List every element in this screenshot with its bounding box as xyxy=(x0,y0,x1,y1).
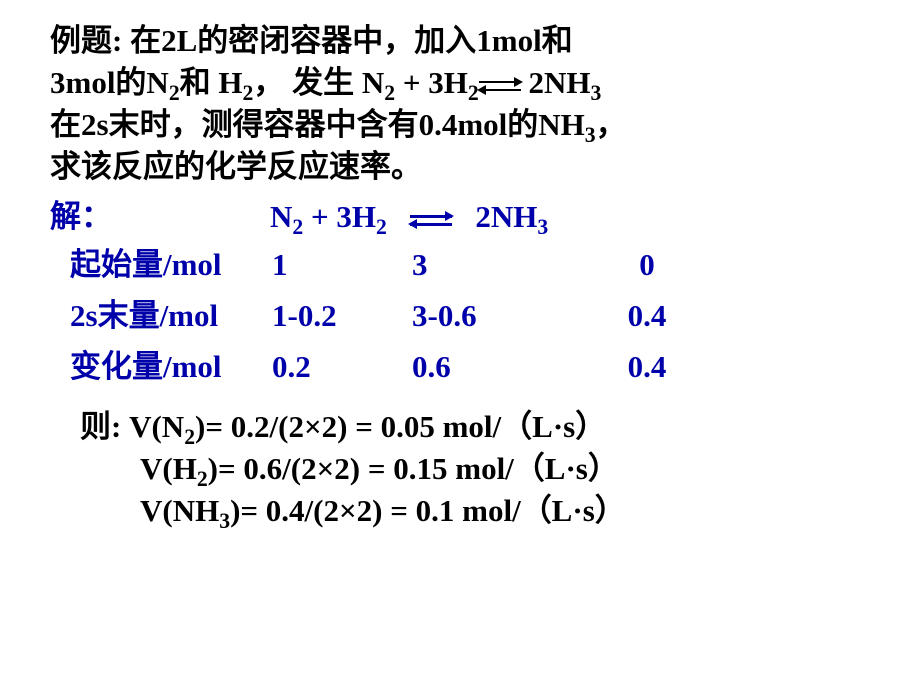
answers-block: 则: V(N2)= 0.2/(2×2) = 0.05 mol/（L·s） V(H… xyxy=(50,406,870,532)
equation: N2 + 3H2 2NH3 xyxy=(270,195,870,238)
problem-line-1: 例题: 在2L的密闭容器中，加入1mol和 xyxy=(50,23,573,58)
cell-h2: 3 xyxy=(412,239,582,290)
answer-prefix: 则: xyxy=(80,409,129,444)
sub-2: 2 xyxy=(184,425,195,449)
cell-nh3: 0 xyxy=(582,239,712,290)
table-row: 2s末量/mol 1-0.2 3-0.6 0.4 xyxy=(50,290,870,341)
t: V(N xyxy=(129,409,184,444)
t: N xyxy=(270,199,292,234)
sub-3: 3 xyxy=(591,81,602,105)
cell-h2: 3-0.6 xyxy=(412,290,582,341)
sub-2: 2 xyxy=(384,81,395,105)
problem-text: 例题: 在2L的密闭容器中，加入1mol和 3mol的N2和 H2， 发生 N2… xyxy=(50,20,870,187)
answer-row-3: V(NH3)= 0.4/(2×2) = 0.1 mol/（L·s） xyxy=(50,490,870,532)
cell-nh3: 0.4 xyxy=(582,290,712,341)
page-root: 例题: 在2L的密闭容器中，加入1mol和 3mol的N2和 H2， 发生 N2… xyxy=(0,0,920,532)
t: 2NH xyxy=(475,199,537,234)
t: ， xyxy=(596,107,627,142)
t: )= 0.6/(2×2) = 0.15 mol/（L·s） xyxy=(208,451,619,486)
t: 2NH xyxy=(521,65,591,100)
sub-2: 2 xyxy=(292,216,303,240)
cell-n2: 1-0.2 xyxy=(272,290,412,341)
row-label: 2s末量/mol xyxy=(50,290,272,341)
t: V(H xyxy=(140,451,197,486)
sub-2: 2 xyxy=(169,81,180,105)
t: ， 发生 N xyxy=(253,65,384,100)
cell-h2: 0.6 xyxy=(412,341,582,392)
solution-equation: 解： N2 + 3H2 2NH3 xyxy=(50,195,870,238)
sub-2: 2 xyxy=(243,81,254,105)
row-label: 变化量/mol xyxy=(50,341,272,392)
t: V(NH xyxy=(140,493,219,528)
t: + 3H xyxy=(303,199,376,234)
t: )= 0.2/(2×2) = 0.05 mol/（L·s） xyxy=(195,409,606,444)
problem-line-2: 3mol的N2和 H2， 发生 N2 + 3H2 2NH3 xyxy=(50,65,601,100)
problem-line-4: 求该反应的化学反应速率。 xyxy=(50,149,422,184)
answer-row-1: 则: V(N2)= 0.2/(2×2) = 0.05 mol/（L·s） xyxy=(50,406,870,448)
cell-n2: 1 xyxy=(272,239,412,290)
sub-2: 2 xyxy=(197,467,208,491)
cell-n2: 0.2 xyxy=(272,341,412,392)
t: 3mol的N xyxy=(50,65,169,100)
answer-row-2: V(H2)= 0.6/(2×2) = 0.15 mol/（L·s） xyxy=(50,448,870,490)
sub-3: 3 xyxy=(537,216,548,240)
t: )= 0.4/(2×2) = 0.1 mol/（L·s） xyxy=(230,493,626,528)
sub-2: 2 xyxy=(376,216,387,240)
ice-table: 起始量/mol 1 3 0 2s末量/mol 1-0.2 3-0.6 0.4 变… xyxy=(50,239,870,392)
sub-3: 3 xyxy=(219,509,230,533)
solution-label: 解： xyxy=(50,195,270,238)
t: 在2s末时，测得容器中含有0.4mol的NH xyxy=(50,107,585,142)
sub-3: 3 xyxy=(585,123,596,147)
table-row: 起始量/mol 1 3 0 xyxy=(50,239,870,290)
row-label: 起始量/mol xyxy=(50,239,272,290)
table-row: 变化量/mol 0.2 0.6 0.4 xyxy=(50,341,870,392)
problem-line-3: 在2s末时，测得容器中含有0.4mol的NH3， xyxy=(50,107,627,142)
cell-nh3: 0.4 xyxy=(582,341,712,392)
t: 和 H xyxy=(180,65,243,100)
t: + 3H xyxy=(395,65,468,100)
